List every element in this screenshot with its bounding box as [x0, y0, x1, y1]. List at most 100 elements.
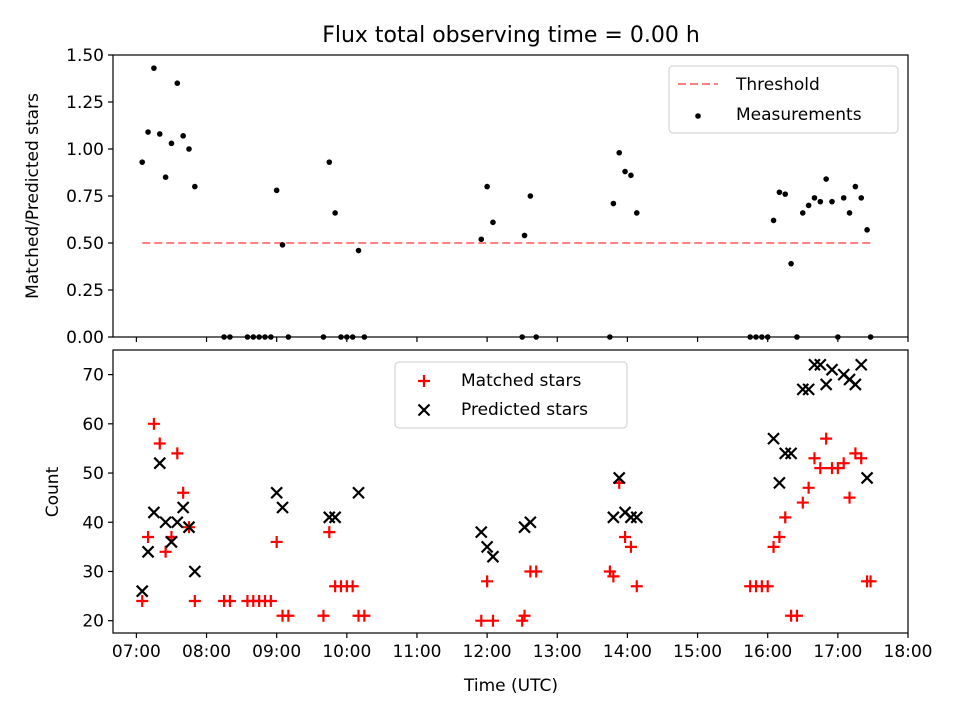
bottom-y-tick-label: 40 — [82, 513, 104, 533]
matched-star-marker — [142, 531, 155, 544]
predicted-star-marker — [784, 447, 798, 460]
predicted-star-marker — [188, 565, 202, 578]
measurement-point — [151, 65, 157, 71]
measurement-point — [478, 236, 485, 243]
predicted-star-marker — [849, 378, 862, 391]
measurement-point — [490, 219, 496, 226]
x-tick-label: 14:00 — [603, 642, 652, 662]
top-y-tick-label: 1.50 — [66, 46, 104, 66]
matched-star-marker — [843, 491, 856, 504]
legend-measurement-label: Measurements — [736, 105, 862, 125]
measurement-point — [145, 129, 151, 135]
measurement-point — [846, 210, 853, 216]
predicted-star-marker — [607, 511, 620, 524]
predicted-star-marker — [767, 432, 780, 445]
top-chart-title: Flux total observing time = 0.00 h — [322, 23, 700, 48]
top-y-tick-label: 0.00 — [66, 328, 104, 348]
predicted-star-marker — [182, 520, 196, 534]
legend-predicted-label: Predicted stars — [461, 400, 588, 420]
matched-star-marker — [820, 432, 833, 445]
measurement-point — [180, 133, 186, 139]
measurement-point — [174, 80, 181, 86]
top-y-tick-label: 1.25 — [66, 93, 104, 113]
predicted-star-marker — [176, 501, 190, 514]
measurement-point — [852, 183, 859, 190]
measurement-point — [858, 195, 865, 201]
matched-star-marker — [475, 614, 488, 627]
matched-star-marker — [346, 580, 359, 593]
matched-star-marker — [761, 580, 774, 593]
bottom-legend: Matched stars Predicted stars — [394, 361, 628, 429]
measurement-point — [616, 149, 623, 156]
measurement-point — [186, 146, 192, 152]
x-tick-label: 08:00 — [182, 642, 231, 662]
bottom-y-tick-label: 30 — [82, 562, 104, 582]
predicted-star-marker — [612, 471, 626, 485]
top-axes-frame — [112, 54, 909, 338]
predicted-star-marker — [474, 525, 488, 539]
matched-star-marker — [773, 531, 786, 544]
matched-star-marker — [481, 575, 494, 588]
measurement-point — [192, 183, 198, 190]
matched-star-marker — [282, 609, 295, 622]
matched-star-marker — [790, 609, 803, 622]
matched-star-marker — [619, 531, 632, 544]
predicted-star-marker — [854, 358, 868, 372]
matched-star-marker — [837, 457, 850, 470]
predicted-star-marker — [270, 486, 283, 500]
measurement-point — [811, 195, 818, 201]
legend-threshold-label: Threshold — [735, 75, 820, 95]
top-y-tick-label: 0.50 — [66, 234, 104, 254]
measurement-point — [273, 187, 280, 194]
matched-star-marker — [177, 486, 190, 499]
predicted-star-marker — [825, 363, 839, 376]
matched-star-marker — [486, 614, 499, 627]
matched-star-marker — [630, 580, 643, 593]
x-tick-label: 15:00 — [673, 642, 722, 662]
matched-star-marker — [223, 595, 236, 608]
measurement-point — [168, 140, 175, 147]
measurement-point — [279, 242, 286, 248]
measurement-point — [805, 202, 812, 209]
matched-star-marker — [779, 511, 792, 524]
predicted-star-marker — [159, 515, 172, 529]
bottom-axes-frame — [112, 349, 909, 634]
x-tick-label: 16:00 — [743, 642, 792, 662]
predicted-star-marker — [524, 515, 537, 529]
predicted-star-marker — [802, 383, 815, 396]
legend-predicted-swatch — [417, 403, 431, 417]
top-y-tick-label: 0.25 — [66, 281, 104, 301]
measurement-point — [484, 183, 490, 190]
predicted-star-marker — [328, 511, 342, 524]
measurement-point — [823, 176, 829, 182]
measurement-point — [817, 198, 824, 205]
x-tick-label: 11:00 — [392, 642, 441, 662]
matched-star-marker — [159, 545, 172, 558]
x-axis-label: Time (UTC) — [463, 676, 558, 696]
matched-star-marker — [607, 570, 620, 583]
matched-star-marker — [270, 535, 283, 548]
top-legend-box — [668, 65, 899, 134]
measurement-point — [355, 247, 362, 254]
measurement-point — [610, 200, 617, 207]
measurement-point — [527, 193, 534, 199]
predicted-star-marker — [171, 515, 184, 529]
matched-star-marker — [136, 595, 149, 608]
measurement-point — [633, 210, 640, 216]
matched-star-marker — [188, 595, 201, 608]
legend-measurement-swatch — [695, 113, 701, 119]
matched-star-marker — [171, 447, 184, 460]
matched-star-marker — [796, 496, 809, 509]
x-tick-label: 13:00 — [533, 642, 582, 662]
measurement-point — [829, 198, 835, 205]
predicted-star-marker — [165, 535, 178, 549]
bottom-y-tick-label: 50 — [82, 464, 104, 484]
top-y-tick-label: 0.75 — [66, 187, 104, 207]
predicted-star-marker — [141, 545, 155, 559]
x-tick-label: 12:00 — [463, 642, 512, 662]
bottom-y-axis-label: Count — [43, 466, 63, 517]
x-tick-label: 10:00 — [322, 642, 371, 662]
measurement-point — [776, 189, 783, 196]
matched-star-marker — [518, 609, 531, 622]
